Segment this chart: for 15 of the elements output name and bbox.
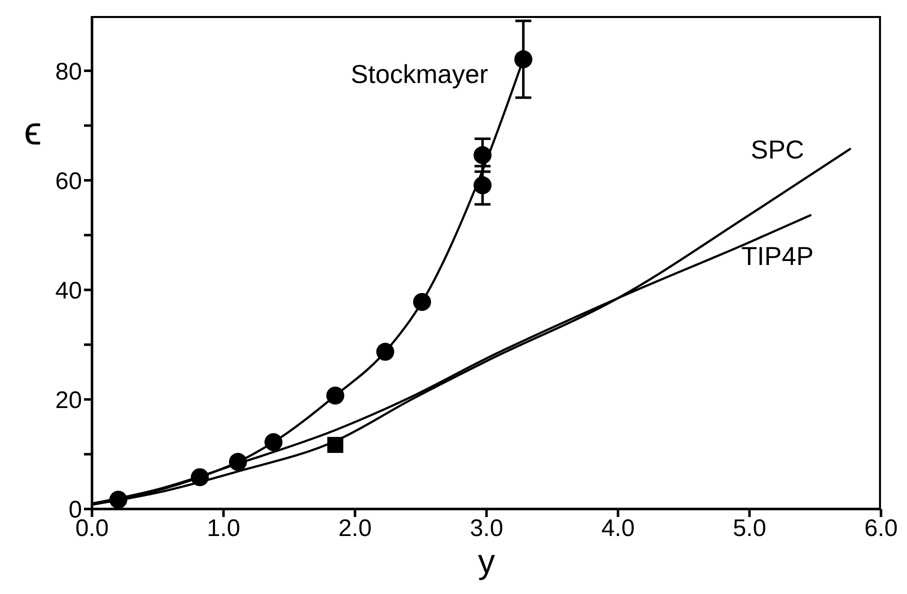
series-label: SPC bbox=[750, 134, 804, 165]
x-tick-label: 6.0 bbox=[864, 515, 898, 542]
x-tick-label: 3.0 bbox=[470, 515, 504, 542]
y-tick-label: 80 bbox=[55, 58, 82, 86]
x-tick-label: 5.0 bbox=[732, 515, 766, 542]
y-tick-label: 60 bbox=[55, 168, 82, 195]
x-axis-title: y bbox=[478, 543, 495, 581]
series-label: TIP4P bbox=[741, 240, 814, 271]
x-tick-label: 4.0 bbox=[601, 515, 635, 542]
x-tick-label: 2.0 bbox=[338, 515, 372, 542]
y-tick-label: 20 bbox=[55, 386, 82, 414]
y-axis-title: ϵ bbox=[24, 109, 42, 154]
series-label: Stockmayer bbox=[350, 58, 488, 89]
y-tick-label: 40 bbox=[55, 277, 82, 304]
x-tick-label: 1.0 bbox=[206, 515, 240, 542]
